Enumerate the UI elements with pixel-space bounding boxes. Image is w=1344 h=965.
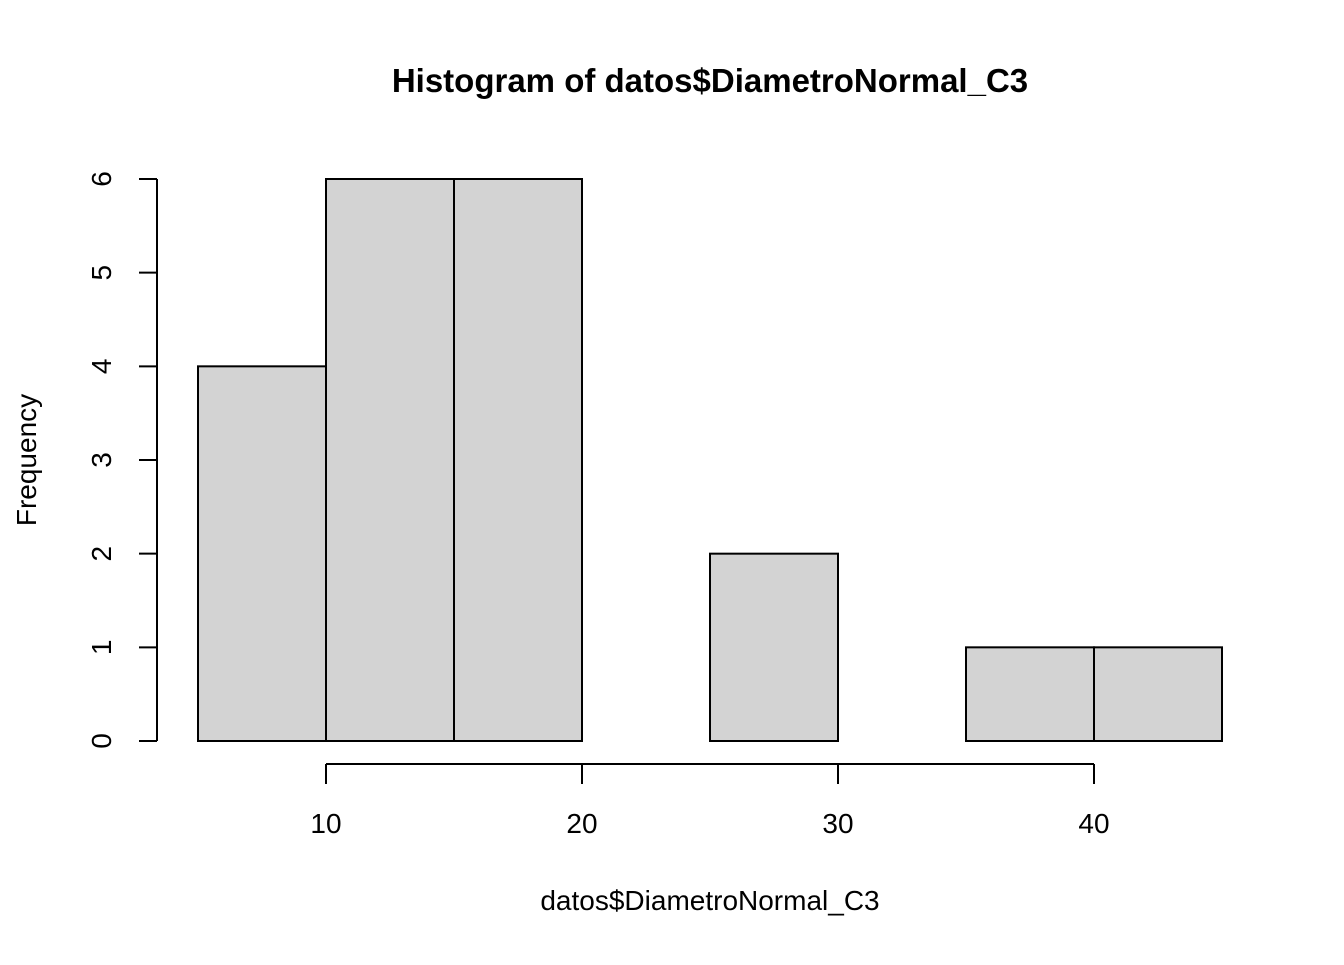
x-tick-label: 10 xyxy=(310,808,341,839)
histogram-bar xyxy=(1093,646,1223,742)
y-tick-label: 4 xyxy=(86,359,117,375)
x-tick-label: 40 xyxy=(1078,808,1109,839)
y-tick-label: 2 xyxy=(86,546,117,562)
y-axis: 0 1 2 3 4 5 6 xyxy=(86,171,158,749)
y-tick-label: 5 xyxy=(86,265,117,281)
y-tick-label: 3 xyxy=(86,452,117,468)
x-tick-label: 30 xyxy=(822,808,853,839)
histogram-bar xyxy=(709,552,839,743)
histogram-bar xyxy=(325,178,455,742)
histogram-bars xyxy=(197,178,1223,743)
y-tick-label: 0 xyxy=(86,733,117,749)
x-axis: 10 20 30 40 xyxy=(310,763,1110,839)
histogram-bar xyxy=(965,646,1095,742)
histogram-bar xyxy=(197,365,327,742)
y-axis-title: Frequency xyxy=(11,394,42,526)
y-tick-label: 6 xyxy=(86,171,117,187)
chart-title: Histogram of datos$DiametroNormal_C3 xyxy=(392,62,1028,99)
x-tick-label: 20 xyxy=(566,808,597,839)
x-axis-title: datos$DiametroNormal_C3 xyxy=(540,885,879,916)
histogram-bar xyxy=(453,178,583,742)
y-tick-label: 1 xyxy=(86,640,117,656)
